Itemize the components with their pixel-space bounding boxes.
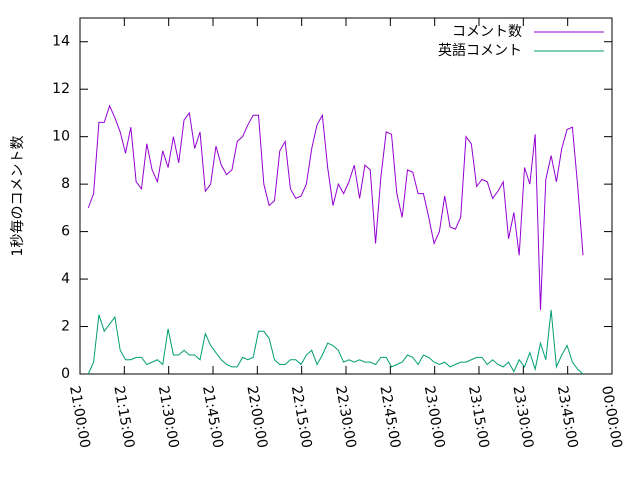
y-tick-label: 6 — [61, 224, 70, 240]
y-tick-label: 12 — [52, 81, 70, 97]
series-line — [87, 309, 584, 375]
y-tick-label: 10 — [52, 129, 70, 145]
plot-border — [79, 17, 613, 375]
x-tick-label: 23:15:00 — [465, 385, 492, 450]
legend-label: 英語コメント — [438, 42, 522, 59]
x-tick-label: 21:30:00 — [155, 385, 182, 450]
x-tick-label: 00:00:00 — [598, 385, 625, 450]
x-tick-label: 22:15:00 — [288, 385, 315, 450]
series-line — [87, 104, 584, 310]
y-tick-label: 14 — [52, 34, 70, 50]
x-tick-label: 23:30:00 — [509, 385, 536, 450]
x-tick-label: 22:00:00 — [243, 385, 270, 450]
y-axis-label: 1秒毎のコメント数 — [10, 136, 26, 257]
x-tick-label: 21:45:00 — [199, 385, 226, 450]
y-tick-label: 0 — [61, 366, 70, 382]
x-tick-label: 21:00:00 — [66, 385, 93, 450]
y-tick-label: 2 — [61, 319, 70, 335]
x-tick-label: 23:45:00 — [554, 385, 581, 450]
x-tick-label: 21:15:00 — [110, 385, 137, 450]
x-tick-label: 23:00:00 — [421, 385, 448, 450]
x-tick-label: 22:30:00 — [332, 385, 359, 450]
legend-label: コメント数 — [452, 24, 522, 40]
y-tick-label: 8 — [61, 176, 70, 192]
y-tick-label: 4 — [61, 271, 70, 287]
x-tick-label: 22:45:00 — [376, 385, 403, 450]
